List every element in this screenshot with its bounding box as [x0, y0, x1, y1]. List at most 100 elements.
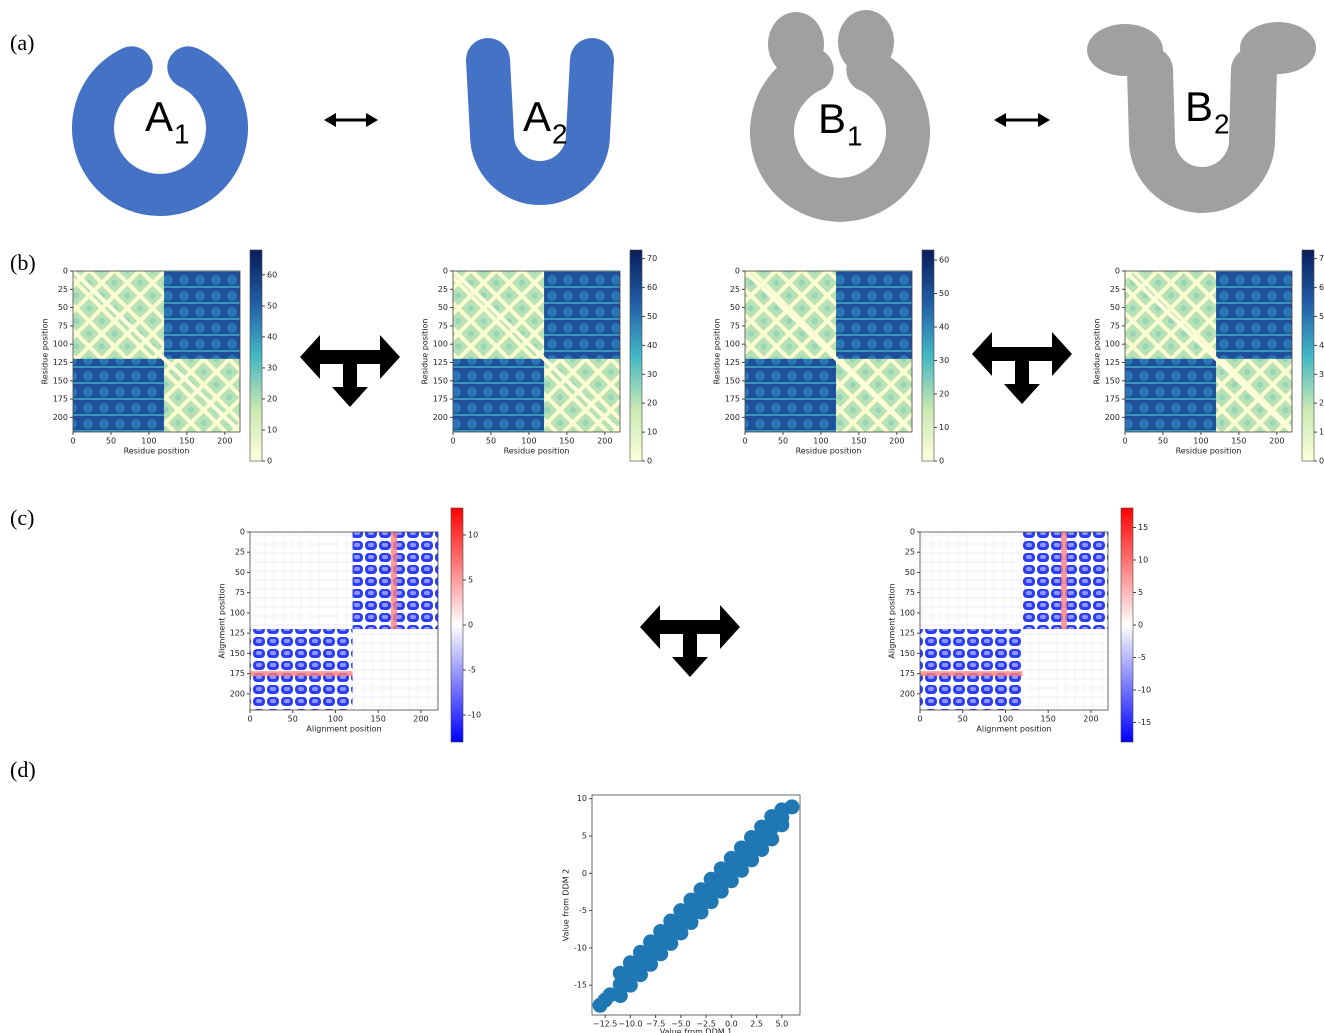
y-tick-label: 100 — [433, 340, 448, 349]
y-tick-label: 75 — [235, 588, 245, 597]
y-tick-label: 0 — [1115, 267, 1120, 276]
panel-label: (a) — [10, 30, 34, 55]
colorbar — [451, 508, 463, 742]
panel-label: (d) — [10, 757, 36, 782]
heatmap-block — [164, 271, 240, 359]
x-tick-label: 150 — [851, 437, 866, 446]
heatmap-block — [1216, 271, 1292, 359]
y-tick-label: 0 — [63, 267, 68, 276]
colorbar-tick-label: -10 — [468, 711, 481, 720]
colorbar-tick-label: 60 — [647, 283, 657, 292]
colorbar — [630, 250, 642, 461]
y-tick-label: 100 — [1105, 340, 1120, 349]
state-subscript: 2 — [1214, 108, 1230, 139]
heatmap-block — [1125, 359, 1216, 432]
y-tick-label: 50 — [730, 303, 740, 312]
colorbar-tick-label: 10 — [1319, 428, 1324, 437]
x-tick-label: 100 — [521, 437, 536, 446]
colorbar-tick-label: 0 — [1319, 457, 1324, 466]
state-shapes — [93, 10, 1316, 200]
colorbar-tick-label: 70 — [1319, 254, 1324, 263]
colorbar-tick-label: 0 — [267, 457, 272, 466]
colorbar — [250, 250, 262, 461]
t-arrow — [640, 605, 740, 677]
heatmap-block — [73, 359, 164, 432]
y-tick-label: 200 — [53, 413, 68, 422]
y-tick-label: 200 — [433, 413, 448, 422]
y-tick-label: 150 — [900, 649, 915, 658]
x-tick-label: −12.5 — [593, 1020, 618, 1029]
colorbar-tick-label: 0 — [1138, 621, 1143, 630]
y-axis-label: Residue position — [1093, 319, 1102, 385]
x-tick-label: 0 — [70, 437, 75, 446]
shape-b2-lobe — [1240, 22, 1316, 74]
y-tick-label: 125 — [1105, 358, 1120, 367]
x-tick-label: 200 — [413, 715, 428, 724]
colorbar-tick-label: 40 — [267, 332, 277, 341]
heatmap-block — [745, 359, 836, 432]
x-axis-label: Residue position — [504, 447, 570, 456]
x-tick-label: 0 — [742, 437, 747, 446]
shape-b1-lobe — [768, 12, 824, 76]
colorbar-tick-label: 15 — [1138, 523, 1148, 532]
colorbar-tick-label: 10 — [468, 531, 478, 540]
y-tick-label: 150 — [53, 376, 68, 385]
colorbar-tick-label: 5 — [1138, 588, 1143, 597]
heatmap-panel: 0501001502000255075100125150175200Alignm… — [218, 508, 482, 742]
y-axis-label: Residue position — [421, 319, 430, 385]
y-tick-label: 0 — [735, 267, 740, 276]
y-tick-label: 200 — [900, 689, 915, 698]
y-tick-label: 100 — [53, 340, 68, 349]
heatmap-panel: 0501001502000255075100125150175200Residu… — [1093, 250, 1324, 466]
state-subscript: 1 — [174, 118, 190, 149]
colorbar-tick-label: 30 — [267, 363, 277, 372]
heatmap-stripe — [391, 532, 397, 629]
y-tick-label: 50 — [905, 568, 915, 577]
x-tick-label: 150 — [179, 437, 194, 446]
x-tick-label: 100 — [328, 715, 343, 724]
y-tick-label: 175 — [433, 395, 448, 404]
colorbar-tick-label: 60 — [267, 270, 277, 279]
t-arrow — [300, 335, 400, 407]
colorbar-tick-label: -15 — [1138, 718, 1151, 727]
x-tick-label: 0 — [450, 437, 455, 446]
colorbar-tick-label: 5 — [468, 576, 473, 585]
x-axis-label: Alignment position — [976, 725, 1051, 734]
x-tick-label: 100 — [813, 437, 828, 446]
y-tick-label: 50 — [235, 568, 245, 577]
y-tick-label: 150 — [1105, 376, 1120, 385]
y-tick-label: 25 — [438, 285, 448, 294]
colorbar-tick-label: -5 — [1138, 653, 1146, 662]
t-arrow — [972, 332, 1072, 404]
shape-b1-lobe — [838, 10, 894, 74]
shape-b2-lobe — [1087, 24, 1163, 76]
x-axis-label: Residue position — [124, 447, 190, 456]
colorbar-tick-label: 40 — [647, 341, 657, 350]
colorbar-tick-label: 0 — [939, 457, 944, 466]
heatmap-panel: 0501001502000255075100125150175200Residu… — [41, 250, 278, 466]
y-tick-label: 150 — [433, 376, 448, 385]
y-tick-label: -10 — [574, 943, 587, 952]
panel-label: (b) — [10, 250, 36, 275]
y-tick-label: 0 — [240, 528, 245, 537]
x-tick-label: 150 — [559, 437, 574, 446]
x-tick-label: −10.0 — [618, 1020, 643, 1029]
colorbar-tick-label: 50 — [267, 301, 277, 310]
y-tick-label: 175 — [53, 395, 68, 404]
colorbar-tick-label: 60 — [1319, 283, 1324, 292]
y-tick-label: 125 — [725, 358, 740, 367]
y-tick-label: 75 — [58, 321, 68, 330]
colorbar-tick-label: 10 — [647, 428, 657, 437]
x-tick-label: 150 — [1231, 437, 1246, 446]
y-axis-label: Alignment position — [218, 583, 227, 658]
colorbar-tick-label: 10 — [939, 423, 949, 432]
state-subscript: 1 — [847, 120, 863, 151]
y-tick-label: 0 — [910, 528, 915, 537]
figure: (a)(b)(c)(d)A1A2B1B205010015020002550751… — [0, 0, 1324, 1033]
double-arrow — [994, 113, 1050, 127]
y-tick-label: -5 — [579, 906, 587, 915]
state-letter: B — [1185, 83, 1213, 130]
x-tick-label: 50 — [288, 715, 298, 724]
